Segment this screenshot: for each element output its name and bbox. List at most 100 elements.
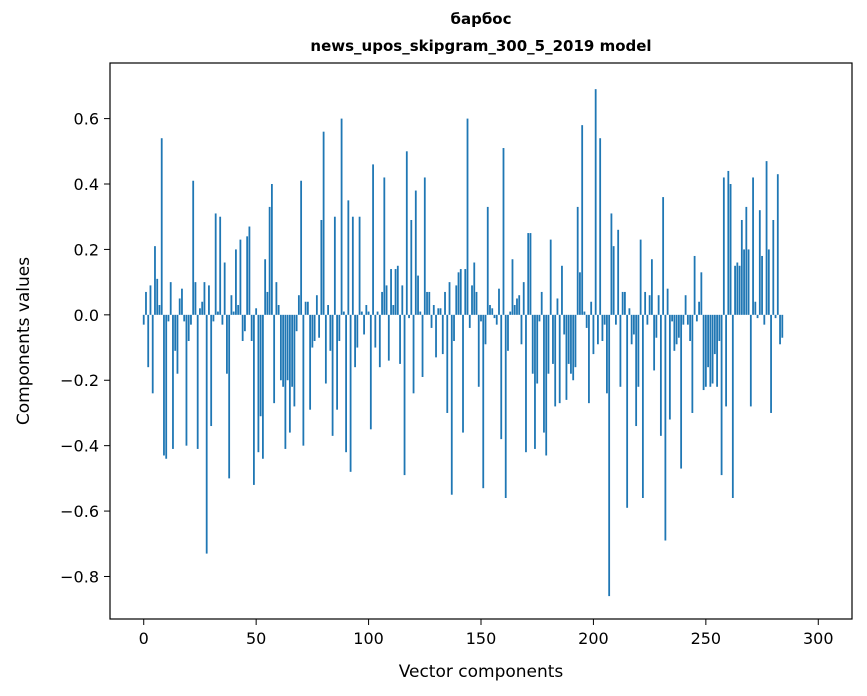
bar [686,314,689,325]
bar [423,177,426,315]
x-tick-label: 0 [139,629,149,648]
bar [675,314,678,345]
bar [223,262,226,315]
bar [264,259,267,315]
bar [309,314,312,410]
bar [331,314,334,436]
bar [217,311,219,315]
bar [653,314,656,371]
bar [471,285,473,315]
bar [711,314,714,384]
bar [300,180,303,315]
bar [169,282,172,315]
bar [291,314,294,387]
bar [738,265,741,315]
bars-group [142,89,784,597]
bar [199,308,201,315]
bar [441,314,444,355]
bar [248,226,251,315]
bar [228,314,231,479]
x-tick-label: 300 [803,629,834,648]
bar [477,314,480,387]
bar [270,184,273,315]
bar [489,305,491,315]
bar [624,291,626,315]
bar [369,314,372,430]
bar [633,314,635,335]
bar [615,314,617,325]
bar [147,314,150,368]
bar [480,314,482,322]
bar [513,305,516,315]
bar [192,180,195,315]
bar [707,314,709,368]
bar [644,291,647,315]
bar [403,314,406,476]
bar [590,301,593,315]
bar [588,314,590,404]
bar [378,314,381,368]
bar [194,282,197,315]
y-tick-label: −0.6 [60,502,99,521]
bar [295,314,298,332]
bar [498,288,500,315]
y-tick-label: −0.4 [60,437,99,456]
bar [758,210,761,315]
bar [210,314,213,427]
bar [659,314,662,436]
bar [752,177,754,315]
bar [641,314,644,498]
bar [457,272,460,315]
bar [491,308,494,315]
bar [482,314,485,489]
bar [201,301,204,315]
bar [745,206,748,315]
bar [493,314,496,319]
bar [421,314,424,377]
bar [635,314,638,427]
bar [385,285,388,315]
bar [464,269,467,315]
bar [187,314,190,341]
bar [734,265,736,315]
bar [473,262,476,315]
bar [333,216,336,315]
bar [342,311,345,315]
bar [212,314,215,322]
bar [462,314,464,433]
bar [668,314,671,420]
bar [172,314,174,449]
y-axis-label: Components values [14,257,34,425]
bar [702,314,705,391]
x-tick-label: 100 [353,629,384,648]
bar [219,216,222,315]
bar [599,138,602,315]
bar [583,311,586,315]
bar [662,197,665,315]
bar [246,236,249,315]
bar [383,177,386,315]
bar [767,249,770,315]
bar [304,301,307,315]
bar [381,291,383,315]
bar [646,314,649,325]
bar [196,314,199,449]
y-tick-label: 0.0 [74,306,99,325]
bar [158,305,161,315]
bar [495,314,498,325]
bar [549,239,552,315]
bar [617,229,620,315]
bar [459,269,462,315]
bar [262,314,264,459]
y-axis: −0.8 −0.6 −0.4 −0.2 0.0 0.2 0.4 0.6 [60,110,110,586]
bar [230,295,233,315]
x-axis-label: Vector components [399,662,564,682]
bar [282,314,285,387]
bar [412,314,415,394]
bar [722,177,725,315]
bar [453,314,455,341]
bar [273,314,276,404]
bar [405,151,408,315]
bar [354,314,356,368]
bar [725,314,727,407]
